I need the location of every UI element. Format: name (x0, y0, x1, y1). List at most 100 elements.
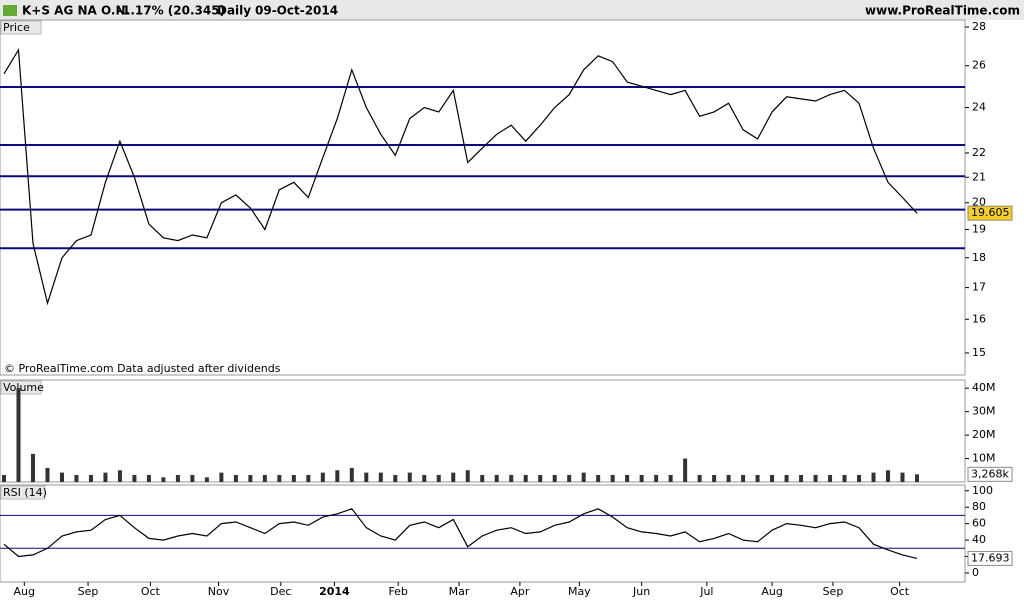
volume-bar (871, 472, 876, 482)
volume-bar (842, 474, 847, 482)
volume-bar (451, 472, 456, 482)
price-line (3, 508, 918, 559)
volume-bar (625, 474, 630, 482)
x-tick-label: Jun (632, 585, 650, 598)
volume-bar (248, 474, 253, 482)
volume-bar (509, 474, 514, 482)
volume-bar (581, 472, 586, 482)
volume-bar (2, 474, 6, 482)
volume-bar (857, 474, 862, 482)
volume-bar (552, 474, 557, 482)
last-value-label: 19.605 (971, 206, 1010, 219)
volume-bar (262, 474, 267, 482)
instrument: K+S AG NA O.N. (22, 4, 130, 18)
x-tick-label: Oct (890, 585, 910, 598)
panel-label-bg (0, 20, 42, 35)
volume-bar (378, 472, 383, 482)
x-tick-label: Feb (388, 585, 407, 598)
period: Daily (217, 4, 251, 18)
y-tick-label: 21 (972, 170, 986, 183)
date: 09-Oct-2014 (255, 4, 338, 18)
volume-bar (349, 467, 354, 482)
x-tick-label: Mar (449, 585, 470, 598)
volume-bar (30, 453, 35, 482)
x-tick-label: Apr (510, 585, 530, 598)
volume-bar (364, 472, 369, 482)
y-tick-label: 40 (972, 533, 986, 546)
x-tick-label: Sep (78, 585, 99, 598)
volume-bar (639, 474, 644, 482)
volume-bar (828, 474, 833, 482)
volume-bar (190, 474, 195, 482)
panel (0, 484, 966, 583)
y-tick-label: 20M (972, 428, 996, 441)
volume-bar (277, 474, 282, 482)
volume-bar (204, 477, 209, 482)
volume-bar (103, 472, 108, 482)
y-tick-label: 19 (972, 223, 986, 236)
y-tick-label: 28 (972, 20, 986, 33)
panel-label-bg (0, 485, 46, 500)
volume-bar (683, 458, 688, 482)
volume-bar (596, 474, 601, 482)
volume-bar (813, 474, 818, 482)
y-tick-label: 17 (972, 281, 986, 294)
volume-bar (755, 474, 760, 482)
annotation: © ProRealTime.com Data adjusted after di… (4, 362, 281, 375)
panel (0, 19, 966, 376)
volume-bar (422, 474, 427, 482)
volume-bar (712, 474, 717, 482)
y-tick-label: 80 (972, 500, 986, 513)
y-tick-label: 16 (972, 312, 986, 325)
volume-bar (146, 474, 151, 482)
volume-bar (726, 474, 731, 482)
panel-label-bg (0, 380, 42, 395)
volume-bar (465, 470, 470, 482)
volume-bar (161, 477, 166, 482)
volume-bar (407, 472, 412, 482)
volume-bar (16, 388, 21, 482)
last-value-label: 3,268k (971, 467, 1009, 480)
x-tick-label: Aug (761, 585, 782, 598)
y-tick-label: 30M (972, 405, 996, 418)
last-value-box (967, 205, 1013, 221)
x-tick-label: May (568, 585, 591, 598)
volume-bar (117, 470, 122, 482)
volume-bar (799, 474, 804, 482)
y-tick-label: 10M (972, 452, 996, 465)
change: -1.17% (20.345) (117, 4, 225, 18)
volume-bar (523, 474, 528, 482)
volume-bar (233, 474, 238, 482)
volume-bar (59, 472, 64, 482)
volume-bar (741, 474, 746, 482)
volume-bar (567, 474, 572, 482)
y-tick-label: 20 (972, 196, 986, 209)
volume-bar (175, 474, 180, 482)
volume-bar (45, 467, 50, 482)
volume-bar (335, 470, 340, 482)
volume-bar (291, 474, 296, 482)
y-tick-label: 24 (972, 101, 986, 114)
volume-bar (494, 474, 499, 482)
x-tick-label: 2014 (319, 585, 350, 598)
last-value-label: 17.693 (971, 551, 1010, 564)
volume-bar (74, 474, 79, 482)
y-tick-label: 60 (972, 517, 986, 530)
x-tick-label: Aug (14, 585, 35, 598)
price-line (3, 47, 918, 306)
volume-bar (784, 474, 789, 482)
x-tick-label: Oct (141, 585, 161, 598)
volume-bar (886, 470, 891, 482)
last-value-box (967, 550, 1013, 566)
panel-label: Price (3, 21, 30, 34)
volume-bar (668, 474, 673, 482)
volume-bar (654, 474, 659, 482)
volume-bar (915, 474, 919, 482)
y-tick-label: 18 (972, 251, 986, 264)
volume-bar (393, 474, 398, 482)
volume-bar (219, 472, 224, 482)
x-tick-label: Jul (699, 585, 713, 598)
y-tick-label: 0 (972, 566, 979, 579)
y-tick-label: 40M (972, 381, 996, 394)
